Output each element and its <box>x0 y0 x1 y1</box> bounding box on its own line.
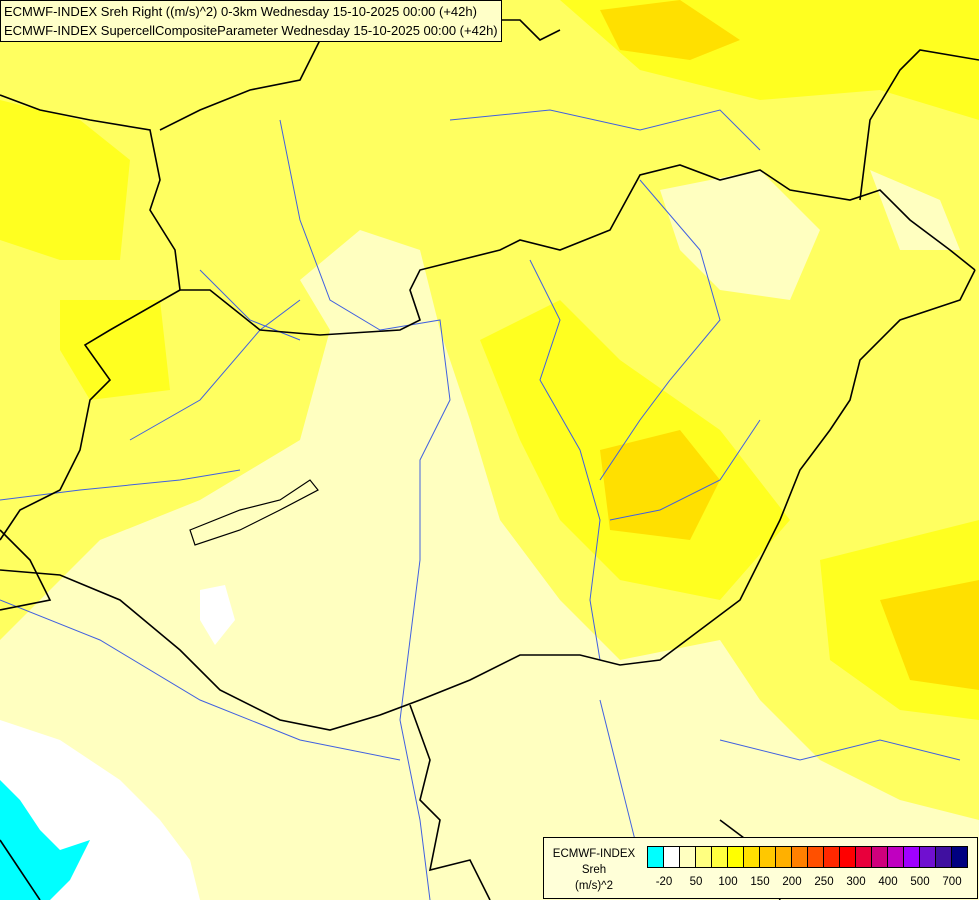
legend-swatch <box>888 847 904 867</box>
legend-swatch <box>696 847 712 867</box>
legend-swatch <box>840 847 856 867</box>
rivers <box>0 109 961 900</box>
legend-label: 250 <box>814 876 834 888</box>
legend-swatch <box>872 847 888 867</box>
field-100-150 <box>0 0 979 720</box>
title-line-2: ECMWF-INDEX SupercellCompositeParameter … <box>4 23 498 38</box>
legend-swatch <box>920 847 936 867</box>
legend-title: ECMWF-INDEX Sreh (m/s)^2 <box>546 846 642 894</box>
legend-unit: (m/s)^2 <box>575 880 613 892</box>
legend-swatch <box>936 847 952 867</box>
legend-label: 150 <box>750 876 770 888</box>
legend-parameter: Sreh <box>581 864 607 876</box>
legend-label: 700 <box>942 876 962 888</box>
legend-model: ECMWF-INDEX <box>552 848 636 860</box>
legend-swatch <box>776 847 792 867</box>
legend-label: 200 <box>782 876 802 888</box>
legend-label: -20 <box>655 876 673 888</box>
legend-swatch <box>792 847 808 867</box>
legend-label: 50 <box>689 876 703 888</box>
legend-colorbar <box>647 846 968 868</box>
legend-swatch <box>808 847 824 867</box>
legend-swatch <box>824 847 840 867</box>
legend-swatch <box>728 847 744 867</box>
legend-swatch <box>680 847 696 867</box>
legend-swatch <box>664 847 680 867</box>
field-below-neg20 <box>0 780 90 900</box>
legend-label: 400 <box>878 876 898 888</box>
map-title: ECMWF-INDEX Sreh Right ((m/s)^2) 0-3km W… <box>0 0 502 42</box>
legend-swatch <box>712 847 728 867</box>
legend-label: 500 <box>910 876 930 888</box>
legend-label: 100 <box>718 876 738 888</box>
legend-swatch <box>952 847 967 867</box>
field-neg20-20 <box>0 585 235 900</box>
legend-swatch <box>904 847 920 867</box>
legend-swatch <box>744 847 760 867</box>
field-150-200 <box>600 0 979 690</box>
legend-swatch <box>648 847 664 867</box>
title-line-1: ECMWF-INDEX Sreh Right ((m/s)^2) 0-3km W… <box>4 4 477 19</box>
legend-swatch <box>760 847 776 867</box>
legend-swatch <box>856 847 872 867</box>
legend-label: 300 <box>846 876 866 888</box>
color-legend: ECMWF-INDEX Sreh (m/s)^2 -20 50 100 150 200 2… <box>543 837 978 899</box>
